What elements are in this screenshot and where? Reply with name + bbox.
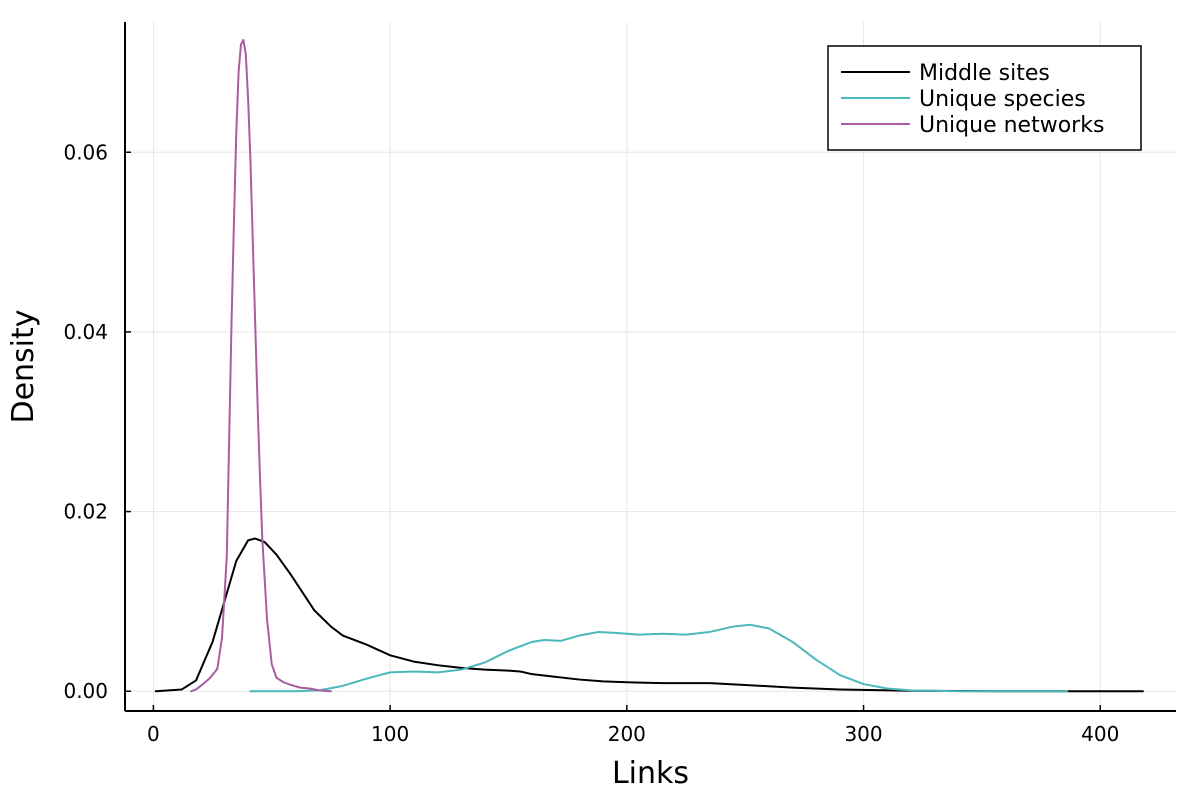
x-tick-label: 300 <box>844 722 882 746</box>
axes <box>124 22 1176 712</box>
legend-label-unique-species: Unique species <box>919 87 1086 112</box>
series-line-middle-sites <box>154 537 1144 693</box>
legend-label-unique-networks: Unique networks <box>919 113 1104 138</box>
x-axis-title: Links <box>612 756 689 791</box>
y-tick-label: 0.04 <box>63 320 108 344</box>
series-lines <box>154 38 1144 693</box>
y-axis-title: Density <box>6 309 41 423</box>
x-tick-label: 100 <box>371 722 409 746</box>
x-tick-label: 200 <box>608 722 646 746</box>
tick-labels: 0 100 200 300 400 0.00 0.02 0.04 0.06 <box>63 140 1119 746</box>
legend-label-middle-sites: Middle sites <box>919 61 1050 86</box>
series-line-unique-species <box>249 623 1069 693</box>
y-tick-label: 0.02 <box>63 500 108 524</box>
y-tick-label: 0.06 <box>63 140 108 164</box>
y-tick-label: 0.00 <box>63 679 108 703</box>
x-tick-label: 400 <box>1081 722 1119 746</box>
series-line-unique-networks <box>190 38 332 693</box>
x-tick-label: 0 <box>147 722 160 746</box>
